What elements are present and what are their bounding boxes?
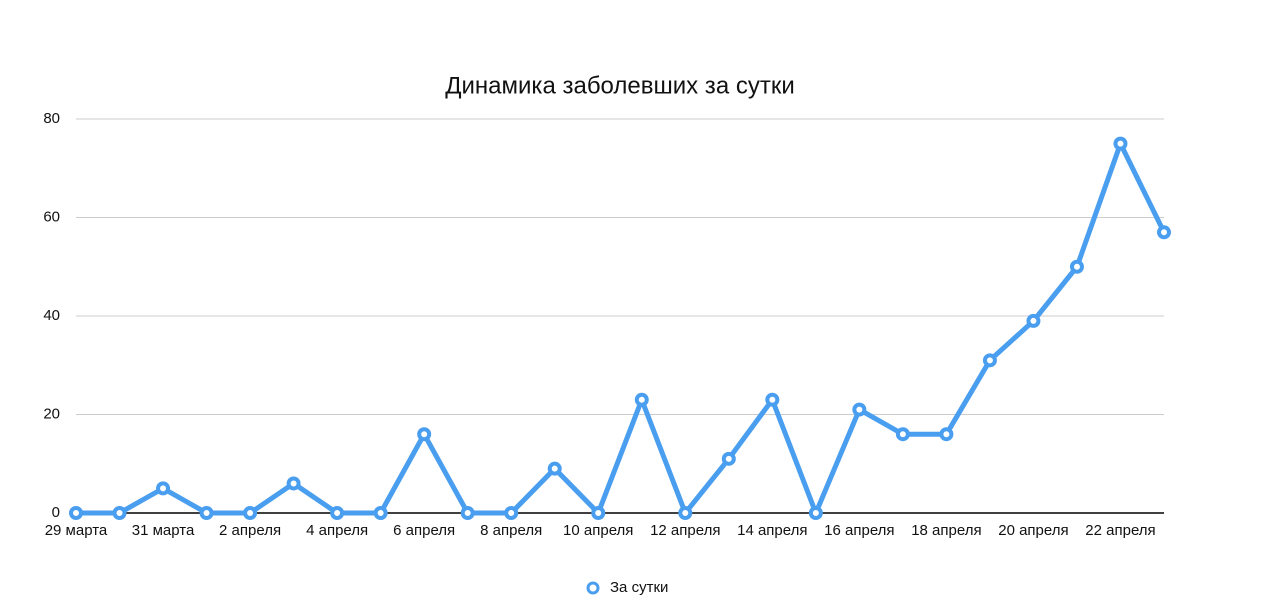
legend-marker bbox=[586, 581, 600, 595]
x-tick-label: 12 апреля bbox=[650, 522, 720, 539]
point bbox=[1026, 313, 1041, 328]
point bbox=[69, 506, 83, 520]
x-tick-label: 6 апреля bbox=[393, 522, 455, 539]
point bbox=[156, 481, 171, 496]
point bbox=[591, 506, 606, 520]
y-tick-label: 40 bbox=[43, 307, 60, 324]
point bbox=[112, 506, 127, 520]
point bbox=[765, 392, 780, 407]
point bbox=[460, 506, 475, 520]
x-tick-label: 2 апреля bbox=[219, 522, 281, 539]
point bbox=[1157, 225, 1171, 240]
point bbox=[243, 506, 258, 520]
y-tick-label: 60 bbox=[43, 208, 60, 225]
point bbox=[895, 427, 910, 442]
point bbox=[982, 353, 997, 368]
x-tick-label: 16 апреля bbox=[824, 522, 894, 539]
point bbox=[330, 506, 345, 520]
point bbox=[504, 506, 519, 520]
point bbox=[1113, 136, 1128, 151]
legend-label: За сутки bbox=[610, 579, 668, 596]
point bbox=[373, 506, 388, 520]
y-tick-label: 80 bbox=[43, 110, 60, 127]
point bbox=[417, 427, 432, 442]
point bbox=[199, 506, 214, 520]
point bbox=[721, 451, 736, 466]
point bbox=[852, 402, 867, 417]
x-tick-label: 4 апреля bbox=[306, 522, 368, 539]
point bbox=[939, 427, 954, 442]
y-tick-label: 0 bbox=[52, 504, 60, 521]
x-tick-label: 29 марта bbox=[45, 522, 108, 539]
x-tick-label: 14 апреля bbox=[737, 522, 807, 539]
y-tick-label: 20 bbox=[43, 405, 60, 422]
point bbox=[678, 506, 693, 520]
x-tick-label: 22 апреля bbox=[1085, 522, 1155, 539]
x-tick-label: 10 апреля bbox=[563, 522, 633, 539]
point bbox=[808, 506, 823, 520]
x-tick-label: 18 апреля bbox=[911, 522, 981, 539]
x-tick-label: 31 марта bbox=[132, 522, 195, 539]
point bbox=[634, 392, 649, 407]
point bbox=[547, 461, 562, 476]
x-tick-label: 20 апреля bbox=[998, 522, 1068, 539]
line bbox=[76, 141, 1167, 516]
point bbox=[286, 476, 301, 491]
point bbox=[1069, 259, 1084, 274]
x-tick-label: 8 апреля bbox=[480, 522, 542, 539]
chart-title: Динамика заболевших за сутки bbox=[445, 72, 794, 99]
